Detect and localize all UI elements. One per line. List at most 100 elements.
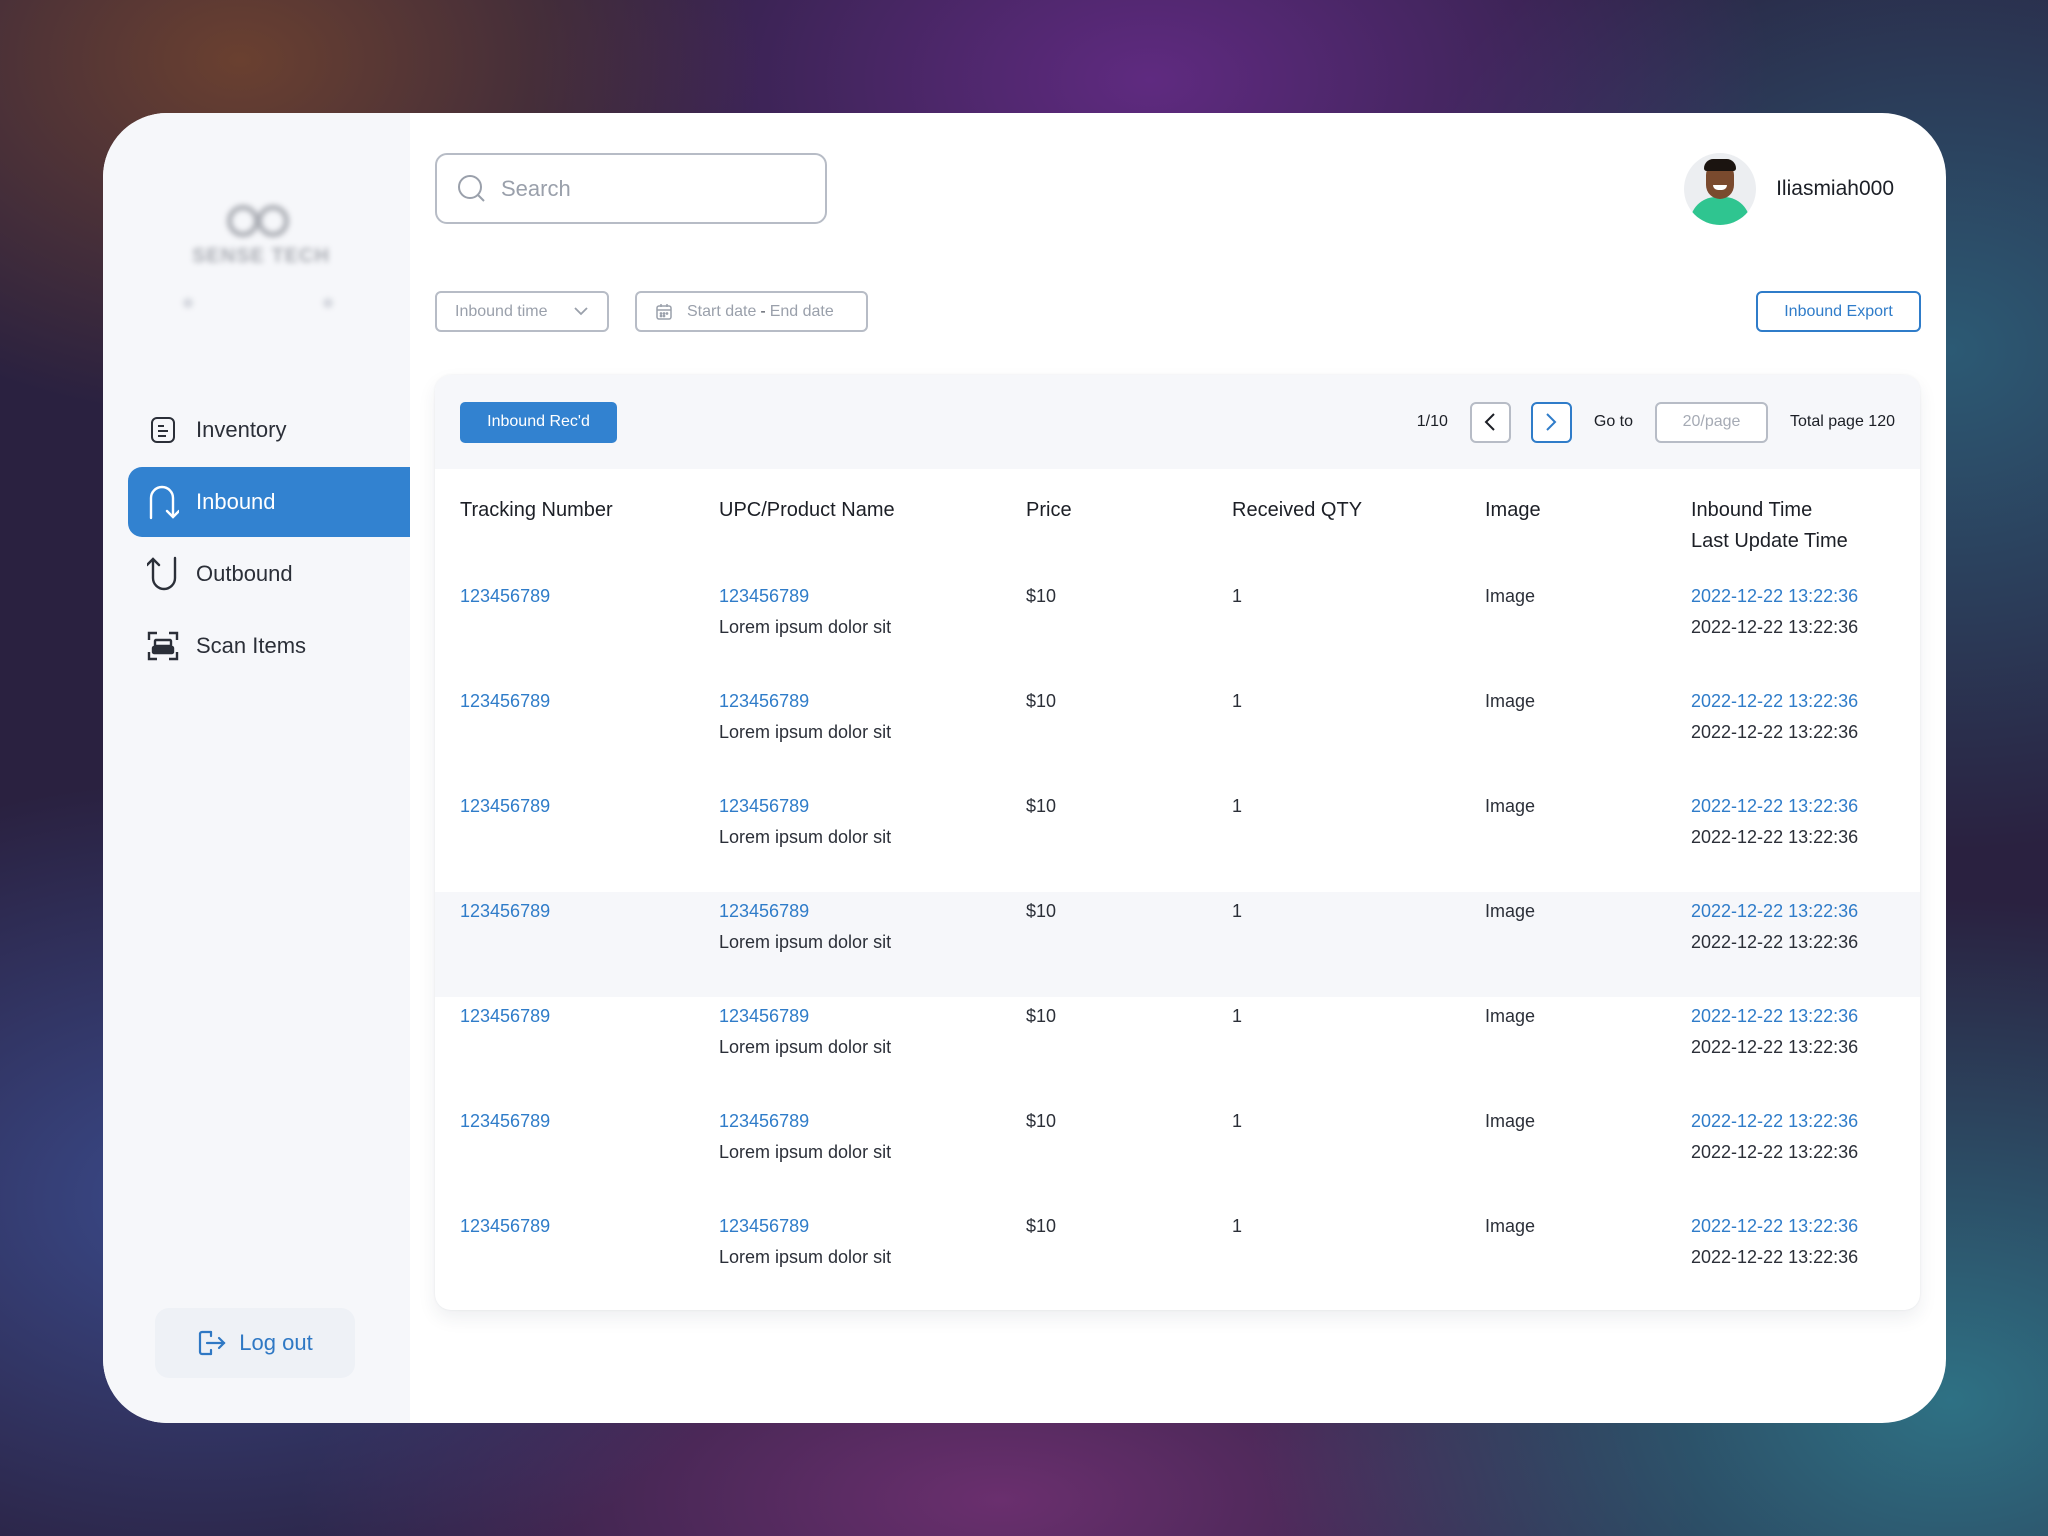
table-row[interactable]: 123456789 123456789 Lorem ipsum dolor sit… [435,892,1920,997]
received-qty: 1 [1232,796,1243,816]
received-qty: 1 [1232,586,1243,606]
logout-label: Log out [239,1330,313,1355]
scan-icon [146,629,180,663]
last-update-time: 2022-12-22 13:22:36 [1691,1142,1859,1162]
search-input[interactable] [501,175,801,202]
page-size-input[interactable] [1655,401,1769,443]
tracking-number-link[interactable]: 123456789 [460,1111,551,1131]
product-name: Lorem ipsum dolor sit [719,827,892,847]
logo: SENSE TECH [173,183,343,323]
upc-link[interactable]: 123456789 [719,1006,810,1026]
product-name: Lorem ipsum dolor sit [719,1142,892,1162]
last-update-time: 2022-12-22 13:22:36 [1691,1247,1859,1267]
table-header-row: Tracking Number UPC/Product Name Price R… [435,469,1920,577]
chevron-down-icon [573,303,589,321]
received-qty: 1 [1232,691,1243,711]
inbound-time-link[interactable]: 2022-12-22 13:22:36 [1691,1216,1859,1236]
upc-link[interactable]: 123456789 [719,1111,810,1131]
product-name: Lorem ipsum dolor sit [719,722,892,742]
goto-label: Go to [1593,413,1634,430]
inbound-time-link[interactable]: 2022-12-22 13:22:36 [1691,1006,1859,1026]
sidebar-item-outbound[interactable]: Outbound [128,539,410,609]
chevron-left-icon [1484,413,1496,431]
date-range-picker[interactable]: Start date - End date [635,291,868,332]
avatar[interactable] [1684,153,1757,225]
tracking-number-link[interactable]: 123456789 [460,1006,551,1026]
pagination: 1/10 Go to Total page 120 [1416,401,1895,443]
upc-link[interactable]: 123456789 [719,586,810,606]
tracking-number-link[interactable]: 123456789 [460,901,551,921]
image-cell: Image [1485,892,1691,997]
calendar-icon [655,303,673,321]
end-date-field[interactable]: End date [769,302,834,320]
column-header-tracking: Tracking Number [460,499,613,521]
outbound-arrow-icon [146,556,180,591]
inbound-time-dropdown[interactable]: Inbound time [435,291,609,332]
product-name: Lorem ipsum dolor sit [719,1037,892,1057]
last-update-time: 2022-12-22 13:22:36 [1691,722,1859,742]
image-cell: Image [1485,1111,1536,1131]
upc-link[interactable]: 123456789 [719,901,810,921]
logout-button[interactable]: Log out [155,1308,355,1378]
column-header-upc: UPC/Product Name [719,499,895,521]
search-icon [457,174,487,204]
app-window: SENSE TECH Inventory Inbound [103,113,1946,1423]
sidebar-item-scan-items[interactable]: Scan Items [128,611,410,681]
inbound-time-link[interactable]: 2022-12-22 13:22:36 [1691,796,1859,816]
logo-mark-icon [223,205,293,239]
upc-link[interactable]: 123456789 [719,796,810,816]
inbound-time-link[interactable]: 2022-12-22 13:22:36 [1691,901,1859,921]
image-cell: Image [1485,691,1536,711]
table-row[interactable]: 123456789 123456789 Lorem ipsum dolor sit… [435,1207,1920,1310]
price: $10 [1026,1216,1057,1236]
column-header-times: Inbound Time Last Update Time [1691,469,1920,577]
filter-bar: Inbound time Start date - End date [435,291,868,332]
table-row[interactable]: 123456789 123456789 Lorem ipsum dolor sit… [435,787,1920,892]
sidebar-item-inbound[interactable]: Inbound [128,467,410,537]
inbound-time-link[interactable]: 2022-12-22 13:22:36 [1691,586,1859,606]
last-update-time: 2022-12-22 13:22:36 [1691,827,1859,847]
price: $10 [1026,1006,1057,1026]
product-name: Lorem ipsum dolor sit [719,1247,892,1267]
start-date-field[interactable]: Start date [687,302,757,320]
next-page-button[interactable] [1530,401,1572,443]
last-update-time: 2022-12-22 13:22:36 [1691,1037,1859,1057]
user-profile[interactable]: Iliasmiah000 [1684,153,1894,225]
price: $10 [1026,892,1232,997]
search-box[interactable] [435,153,827,224]
table-row[interactable]: 123456789 123456789 Lorem ipsum dolor sit… [435,682,1920,787]
tracking-number-link[interactable]: 123456789 [460,586,551,606]
page-indicator: 1/10 [1416,413,1448,430]
sidebar-item-inventory[interactable]: Inventory [128,395,410,465]
product-name: Lorem ipsum dolor sit [719,932,892,952]
inbound-time-link[interactable]: 2022-12-22 13:22:36 [1691,691,1859,711]
upc-link[interactable]: 123456789 [719,1216,810,1236]
sidebar: SENSE TECH Inventory Inbound [103,113,410,1423]
price: $10 [1026,691,1057,711]
table-toolbar: Inbound Rec'd 1/10 Go to Total page 120 [435,375,1920,469]
table-row[interactable]: 123456789 123456789 Lorem ipsum dolor sit… [435,1102,1920,1207]
table-row[interactable]: 123456789 123456789 Lorem ipsum dolor sit… [435,577,1920,682]
date-separator: - [760,302,766,320]
tracking-number-link[interactable]: 123456789 [460,1216,551,1236]
table-row[interactable]: 123456789 123456789 Lorem ipsum dolor sit… [435,997,1920,1102]
tracking-number-link[interactable]: 123456789 [460,796,551,816]
prev-page-button[interactable] [1469,401,1511,443]
received-qty: 1 [1232,1111,1243,1131]
column-header-qty: Received QTY [1232,499,1363,521]
upc-link[interactable]: 123456789 [719,691,810,711]
document-list-icon [146,413,180,447]
image-cell: Image [1485,1006,1536,1026]
logo-wordmark: SENSE TECH [192,245,330,267]
last-update-time: 2022-12-22 13:22:36 [1691,932,1859,952]
tracking-number-link[interactable]: 123456789 [460,691,551,711]
sidebar-item-label: Inventory [196,417,287,442]
inbound-arrow-icon [146,485,180,520]
inbound-time-link[interactable]: 2022-12-22 13:22:36 [1691,1111,1859,1131]
inbound-time-label: Inbound time [455,302,548,320]
sidebar-item-label: Scan Items [196,633,307,658]
product-name: Lorem ipsum dolor sit [719,617,892,637]
sidebar-item-label: Outbound [196,561,293,586]
tab-inbound-recd[interactable]: Inbound Rec'd [460,401,617,443]
inbound-export-button[interactable]: Inbound Export [1756,291,1921,332]
